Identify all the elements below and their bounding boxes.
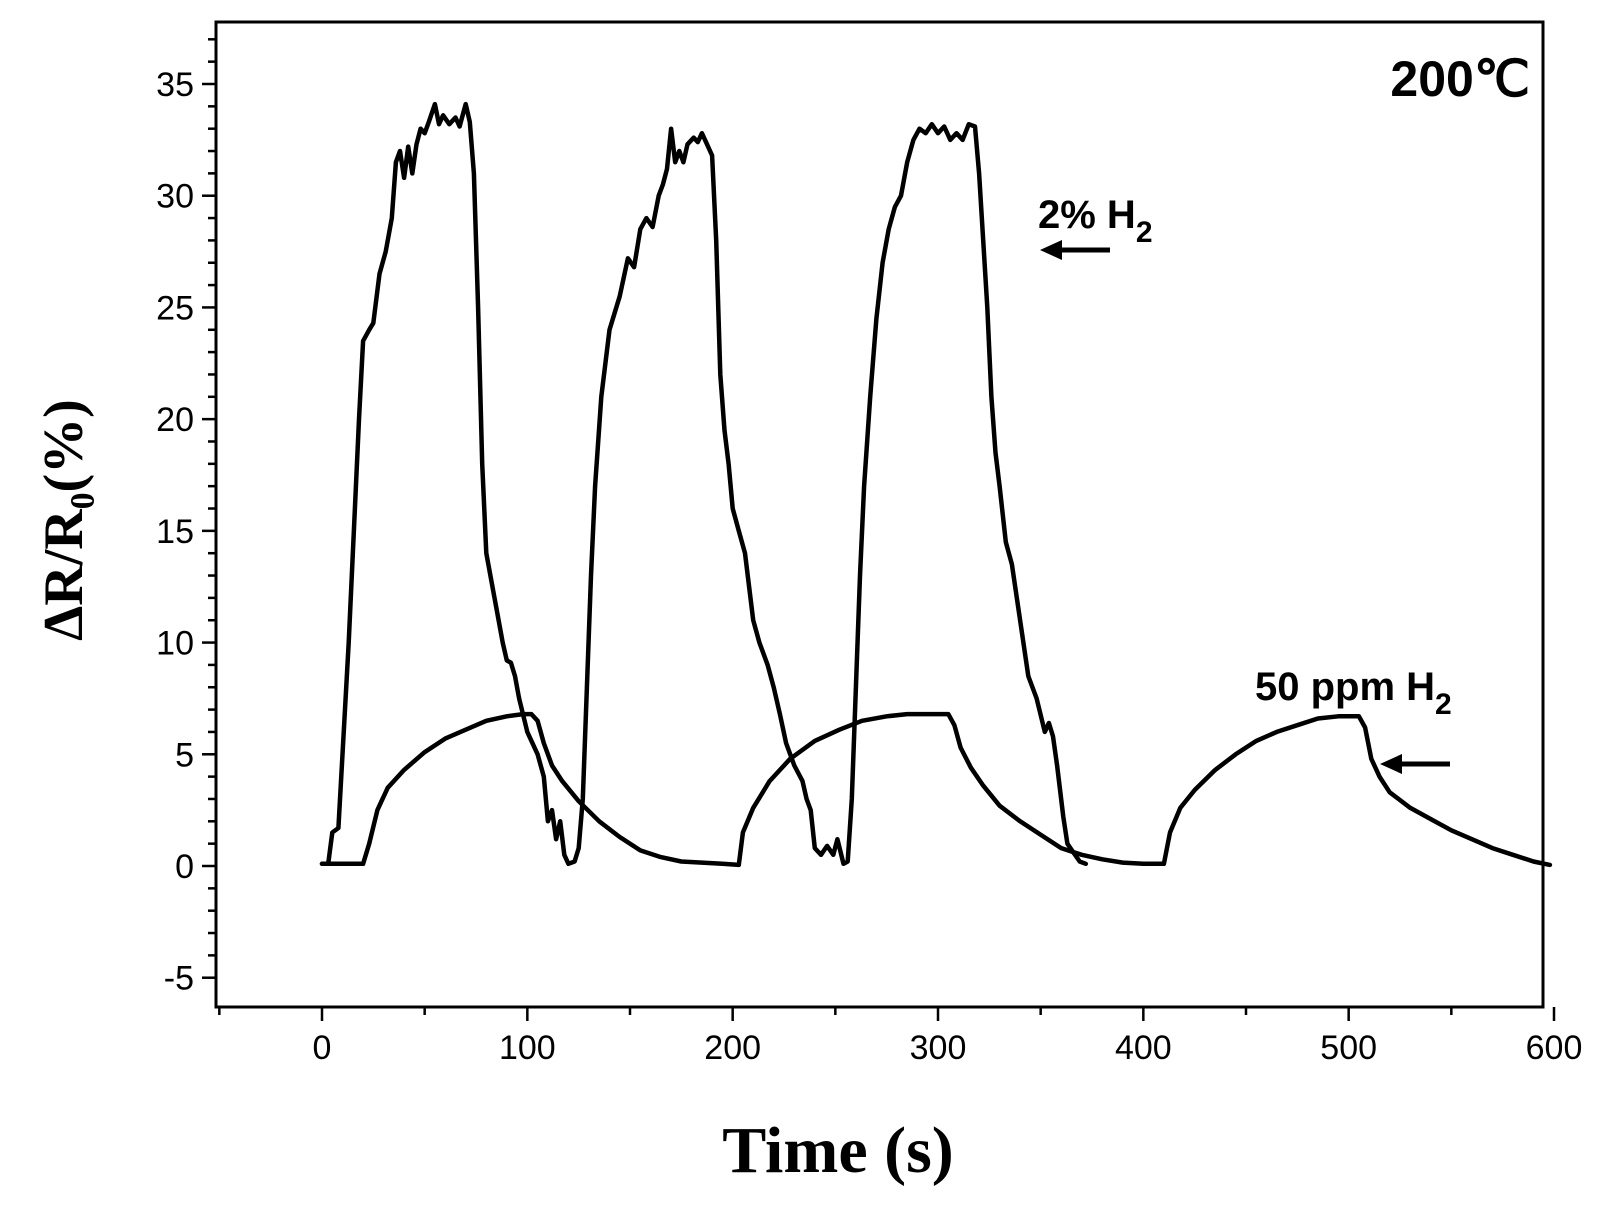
y-axis: -5 0 5 10 15 20 25 30 35 bbox=[156, 38, 216, 998]
x-tick-label: 0 bbox=[313, 1029, 332, 1067]
x-axis-title: Time (s) bbox=[722, 1114, 954, 1187]
arrow-2pct bbox=[1040, 240, 1110, 260]
y-tick-label: 0 bbox=[175, 848, 194, 886]
y-tick-label: 30 bbox=[156, 178, 194, 216]
series-line-2pct-h2 bbox=[319, 101, 1089, 867]
label-2pct-h2: 2% H2 bbox=[1038, 193, 1153, 249]
x-tick-label: 200 bbox=[704, 1029, 761, 1067]
arrow-50ppm bbox=[1380, 754, 1450, 774]
y-tick-label: 5 bbox=[175, 736, 194, 774]
series-line-50ppm-h2 bbox=[319, 711, 1553, 868]
series-group bbox=[319, 101, 1553, 868]
label-2pct-text: 2% H bbox=[1038, 193, 1136, 237]
label-50ppm-h2: 50 ppm H2 bbox=[1255, 665, 1452, 721]
y-tick-label: -5 bbox=[164, 960, 194, 998]
x-axis: 0 100 200 300 400 500 600 bbox=[218, 1007, 1583, 1067]
y-tick-label: 15 bbox=[156, 513, 194, 551]
x-tick-label: 400 bbox=[1115, 1029, 1172, 1067]
x-tick-label: 300 bbox=[910, 1029, 967, 1067]
label-50ppm-subscript: 2 bbox=[1435, 688, 1452, 721]
x-tick-label: 600 bbox=[1526, 1029, 1583, 1067]
y-tick-label: 10 bbox=[156, 625, 194, 663]
y-axis-title: ΔR/R₀(%) bbox=[33, 399, 95, 641]
x-tick-label: 100 bbox=[499, 1029, 556, 1067]
y-tick-label: 25 bbox=[156, 289, 194, 327]
label-2pct-subscript: 2 bbox=[1136, 216, 1153, 249]
y-tick-label: 35 bbox=[156, 66, 194, 104]
label-50ppm-text: 50 ppm H bbox=[1255, 665, 1435, 709]
y-tick-label: 20 bbox=[156, 401, 194, 439]
plot-frame bbox=[214, 20, 1545, 1009]
x-tick-label: 500 bbox=[1320, 1029, 1377, 1067]
temperature-label: 200℃ bbox=[1390, 51, 1530, 107]
